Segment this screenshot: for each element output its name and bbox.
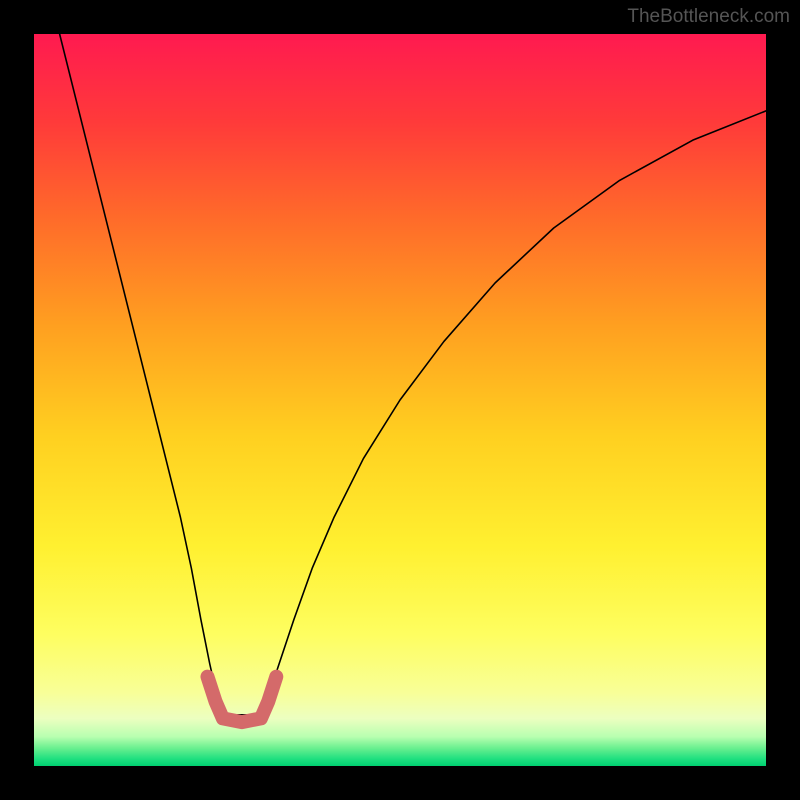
chart-plot-area	[34, 34, 766, 766]
watermark-text: TheBottleneck.com	[627, 6, 790, 28]
bottleneck-chart	[34, 34, 766, 766]
